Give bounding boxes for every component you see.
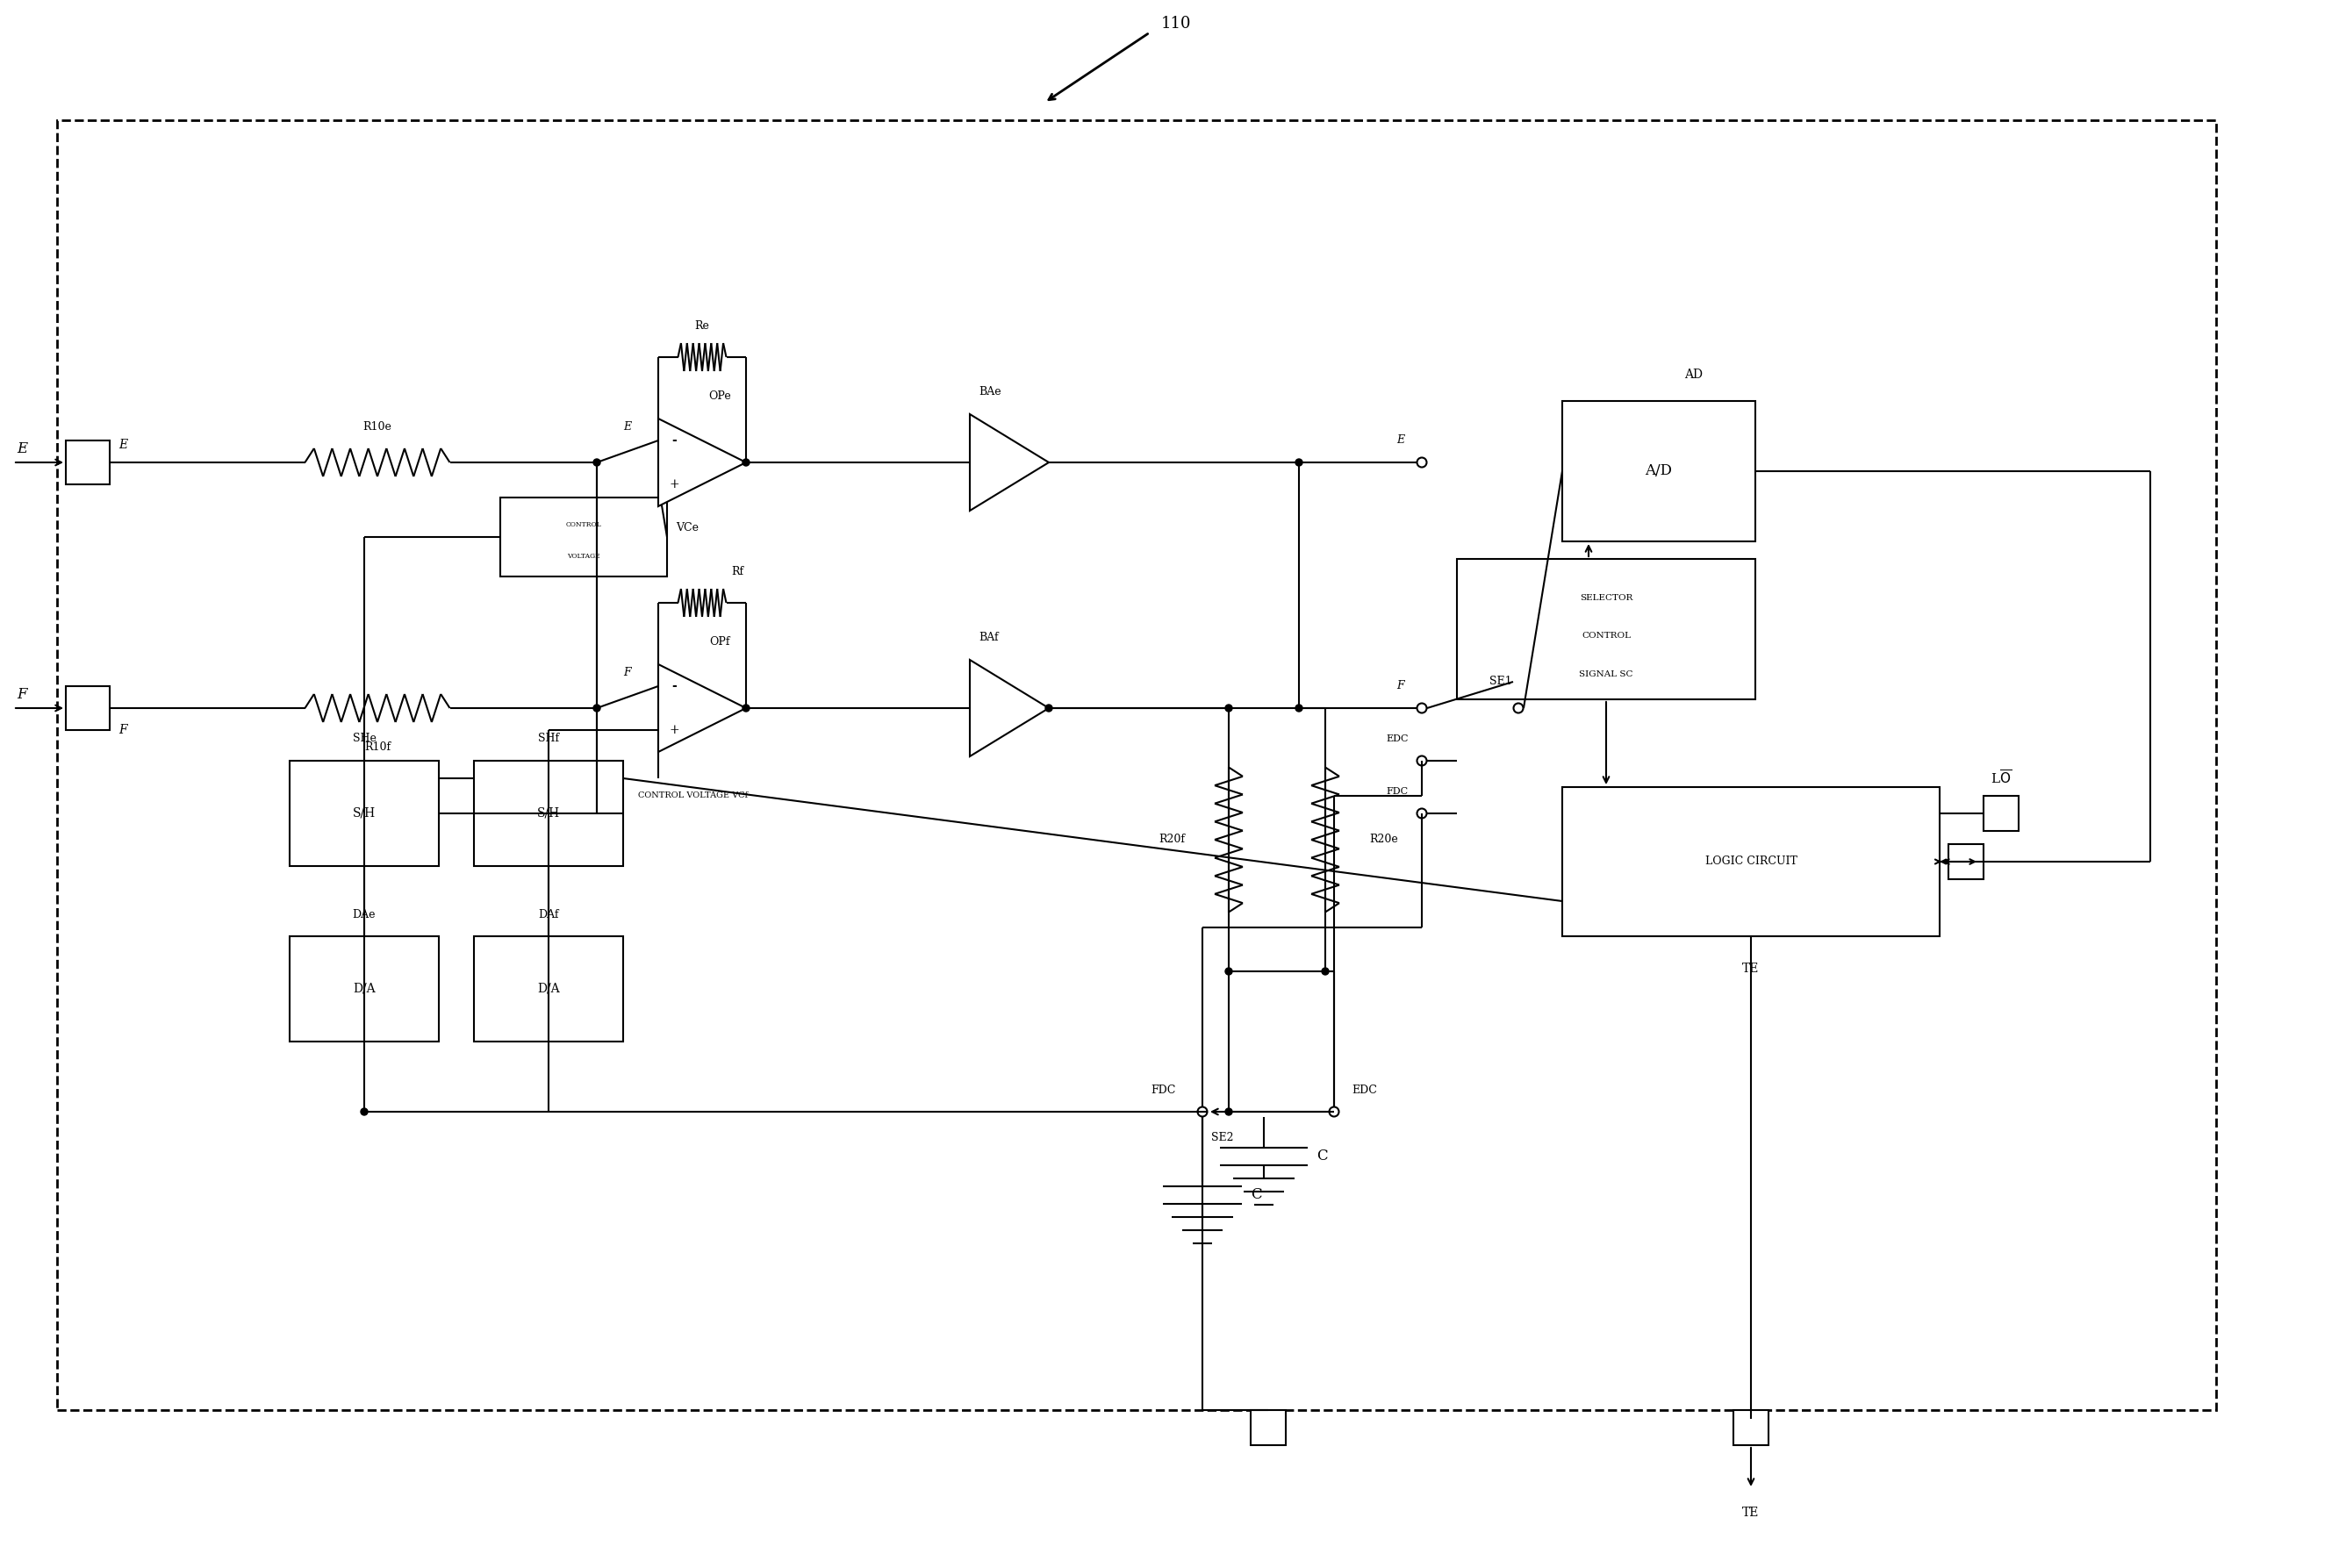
Text: E: E <box>120 439 127 452</box>
Text: SE1: SE1 <box>1490 676 1513 687</box>
Circle shape <box>1295 704 1302 712</box>
Circle shape <box>1321 967 1328 975</box>
Text: SELECTOR: SELECTOR <box>1579 594 1633 602</box>
Circle shape <box>594 459 601 466</box>
Polygon shape <box>659 665 746 753</box>
Text: EDC: EDC <box>1386 734 1408 743</box>
Text: SHe: SHe <box>352 734 375 745</box>
Text: E: E <box>1396 434 1405 447</box>
Text: TE: TE <box>1743 1507 1760 1519</box>
Bar <box>56 121 2217 1410</box>
Text: BAe: BAe <box>978 387 1002 398</box>
Polygon shape <box>969 414 1049 511</box>
Bar <box>474 760 624 866</box>
Text: F: F <box>120 724 127 737</box>
Text: DAf: DAf <box>537 908 558 920</box>
Text: R10f: R10f <box>364 742 392 753</box>
Text: OPf: OPf <box>708 637 730 648</box>
Bar <box>1250 1410 1286 1446</box>
Text: Re: Re <box>694 321 708 332</box>
Text: TE: TE <box>1743 963 1760 975</box>
Bar <box>1950 844 1982 880</box>
Text: AD: AD <box>1684 368 1703 381</box>
Text: F: F <box>1396 681 1405 691</box>
Text: DAe: DAe <box>352 908 375 920</box>
Polygon shape <box>659 419 746 506</box>
Text: L$\overline{\rm O}$: L$\overline{\rm O}$ <box>1989 770 2011 787</box>
Text: R20f: R20f <box>1159 834 1185 845</box>
Text: R20e: R20e <box>1370 834 1398 845</box>
Bar <box>1982 797 2018 831</box>
Circle shape <box>1225 967 1232 975</box>
Text: VCe: VCe <box>676 522 699 535</box>
Text: -: - <box>671 434 676 447</box>
Circle shape <box>741 459 748 466</box>
Bar <box>1562 787 1940 936</box>
Text: F: F <box>16 687 28 702</box>
Text: 110: 110 <box>1161 16 1192 31</box>
Circle shape <box>594 704 601 712</box>
Bar <box>1457 558 1755 699</box>
Text: D/A: D/A <box>537 983 561 996</box>
Polygon shape <box>969 660 1049 756</box>
Bar <box>1562 401 1755 541</box>
Circle shape <box>1225 704 1232 712</box>
Bar <box>289 936 439 1041</box>
Text: A/D: A/D <box>1645 464 1673 478</box>
Text: F: F <box>624 668 631 679</box>
Bar <box>289 760 439 866</box>
Text: SHf: SHf <box>537 734 558 745</box>
Circle shape <box>741 704 748 712</box>
Text: CONTROL: CONTROL <box>565 522 601 528</box>
Text: BAf: BAf <box>978 632 999 643</box>
Text: C: C <box>1250 1187 1262 1203</box>
Bar <box>66 441 110 485</box>
Text: R10e: R10e <box>364 422 392 433</box>
Bar <box>1734 1410 1769 1446</box>
Circle shape <box>361 1109 368 1115</box>
Bar <box>474 936 624 1041</box>
Circle shape <box>1295 459 1302 466</box>
Text: CONTROL VOLTAGE VCf: CONTROL VOLTAGE VCf <box>638 792 748 800</box>
Text: E: E <box>16 442 28 456</box>
Text: C: C <box>1316 1149 1328 1163</box>
Text: VOLTAGE: VOLTAGE <box>568 554 601 560</box>
Text: LOGIC CIRCUIT: LOGIC CIRCUIT <box>1706 856 1797 867</box>
Text: E: E <box>624 422 631 433</box>
Text: OPe: OPe <box>708 390 732 403</box>
Text: SIGNAL SC: SIGNAL SC <box>1579 670 1633 677</box>
Text: FDC: FDC <box>1152 1083 1175 1096</box>
Circle shape <box>1225 1109 1232 1115</box>
Text: D/A: D/A <box>352 983 375 996</box>
Bar <box>500 497 666 577</box>
Bar <box>66 687 110 731</box>
Text: S/H: S/H <box>352 808 375 820</box>
Text: EDC: EDC <box>1351 1083 1377 1096</box>
Text: FDC: FDC <box>1386 787 1408 797</box>
Circle shape <box>1046 704 1053 712</box>
Text: +: + <box>669 478 678 491</box>
Text: Rf: Rf <box>732 566 744 577</box>
Text: +: + <box>669 724 678 737</box>
Text: -: - <box>671 681 676 693</box>
Text: SE2: SE2 <box>1211 1132 1234 1143</box>
Text: CONTROL: CONTROL <box>1581 632 1630 640</box>
Text: S/H: S/H <box>537 808 561 820</box>
